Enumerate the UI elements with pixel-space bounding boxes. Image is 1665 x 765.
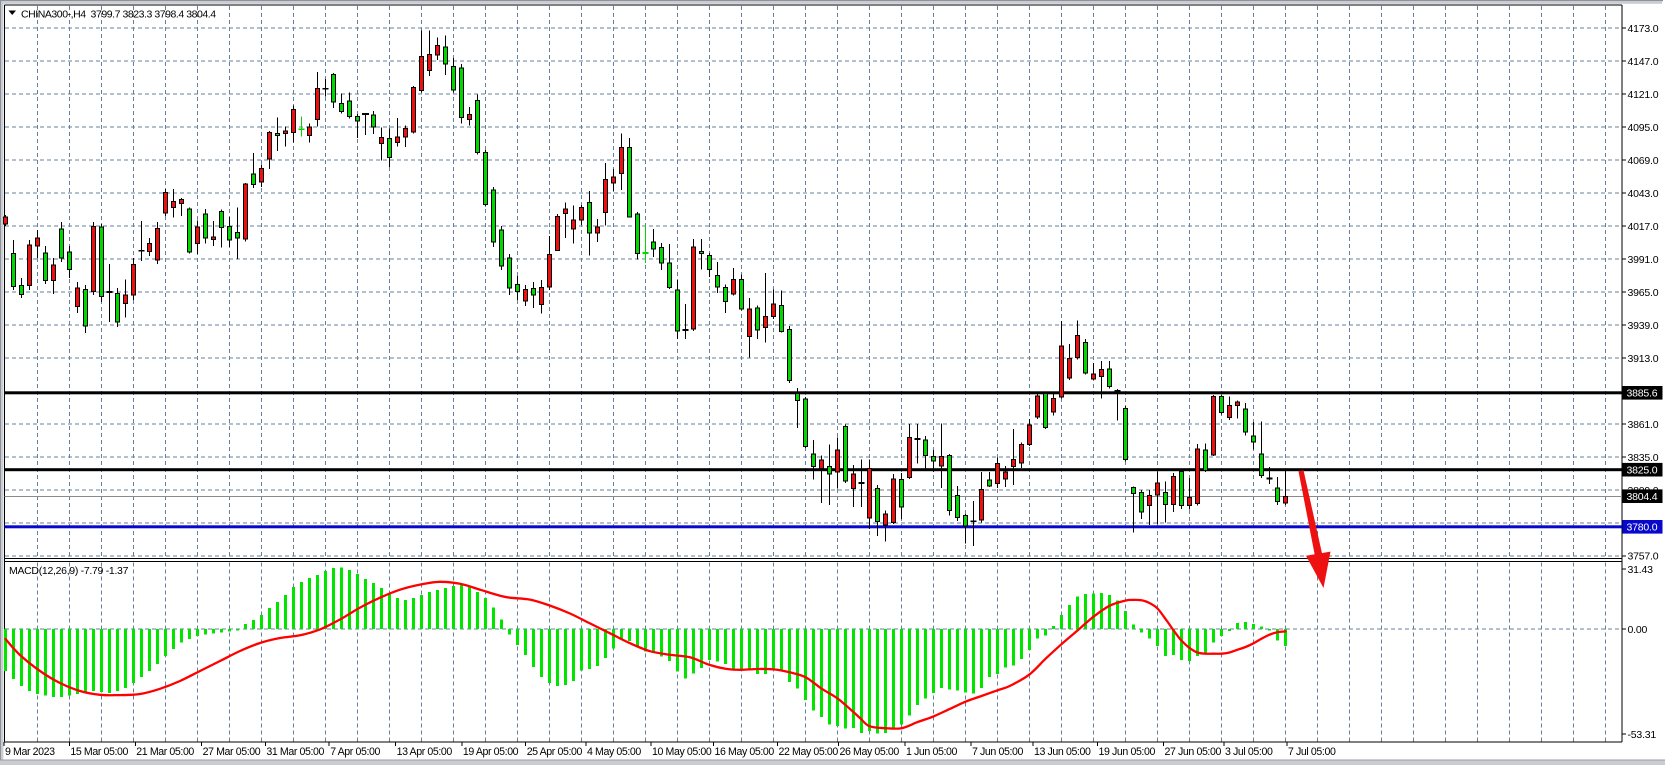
- svg-text:15 Mar 05:00: 15 Mar 05:00: [70, 746, 128, 758]
- svg-text:1 Jun 05:00: 1 Jun 05:00: [906, 746, 957, 758]
- svg-text:4095.0: 4095.0: [1628, 122, 1659, 134]
- svg-text:3780.0: 3780.0: [1627, 522, 1658, 534]
- svg-text:13 Jun 05:00: 13 Jun 05:00: [1034, 746, 1091, 758]
- svg-text:4173.0: 4173.0: [1628, 23, 1659, 35]
- svg-text:3861.0: 3861.0: [1628, 419, 1659, 431]
- svg-text:4147.0: 4147.0: [1628, 56, 1659, 68]
- svg-text:26 May 05:00: 26 May 05:00: [840, 746, 900, 758]
- svg-text:3965.0: 3965.0: [1628, 287, 1659, 299]
- svg-text:16 May 05:00: 16 May 05:00: [715, 746, 775, 758]
- svg-text:-53.31: -53.31: [1628, 729, 1657, 741]
- svg-text:31.43: 31.43: [1628, 564, 1654, 576]
- svg-text:3885.6: 3885.6: [1627, 388, 1658, 400]
- svg-text:22 May 05:00: 22 May 05:00: [779, 746, 839, 758]
- svg-text:3804.4: 3804.4: [1627, 491, 1658, 503]
- svg-text:4017.0: 4017.0: [1628, 221, 1659, 233]
- svg-text:7 Jun 05:00: 7 Jun 05:00: [972, 746, 1023, 758]
- svg-text:21 Mar 05:00: 21 Mar 05:00: [136, 746, 194, 758]
- svg-text:CHINA300-,H4 3799.7 3823.3 37: CHINA300-,H4 3799.7 3823.3 3798.4 3804.4: [21, 9, 216, 21]
- svg-text:4043.0: 4043.0: [1628, 188, 1659, 200]
- svg-text:19 Apr 05:00: 19 Apr 05:00: [463, 746, 519, 758]
- svg-text:31 Mar 05:00: 31 Mar 05:00: [266, 746, 324, 758]
- svg-text:4121.0: 4121.0: [1628, 89, 1659, 101]
- svg-text:3913.0: 3913.0: [1628, 353, 1659, 365]
- svg-text:3 Jul 05:00: 3 Jul 05:00: [1225, 746, 1273, 758]
- svg-text:3939.0: 3939.0: [1628, 320, 1659, 332]
- svg-text:13 Apr 05:00: 13 Apr 05:00: [397, 746, 453, 758]
- svg-text:7 Apr 05:00: 7 Apr 05:00: [330, 746, 380, 758]
- svg-text:4 May 05:00: 4 May 05:00: [587, 746, 641, 758]
- svg-text:10 May 05:00: 10 May 05:00: [652, 746, 712, 758]
- svg-text:4069.0: 4069.0: [1628, 155, 1659, 167]
- svg-text:7 Jul 05:00: 7 Jul 05:00: [1288, 746, 1336, 758]
- svg-text:3835.0: 3835.0: [1628, 452, 1659, 464]
- svg-text:27 Jun 05:00: 27 Jun 05:00: [1165, 746, 1222, 758]
- svg-text:3757.0: 3757.0: [1628, 551, 1659, 563]
- svg-text:25 Apr 05:00: 25 Apr 05:00: [527, 746, 583, 758]
- svg-text:19 Jun 05:00: 19 Jun 05:00: [1099, 746, 1156, 758]
- svg-text:9 Mar 2023: 9 Mar 2023: [5, 746, 55, 758]
- svg-text:0.00: 0.00: [1628, 624, 1648, 636]
- svg-text:3825.0: 3825.0: [1627, 465, 1658, 477]
- svg-text:MACD(12,26,9) -7.79 -1.37: MACD(12,26,9) -7.79 -1.37: [9, 565, 129, 577]
- svg-text:27 Mar 05:00: 27 Mar 05:00: [203, 746, 261, 758]
- svg-text:3991.0: 3991.0: [1628, 254, 1659, 266]
